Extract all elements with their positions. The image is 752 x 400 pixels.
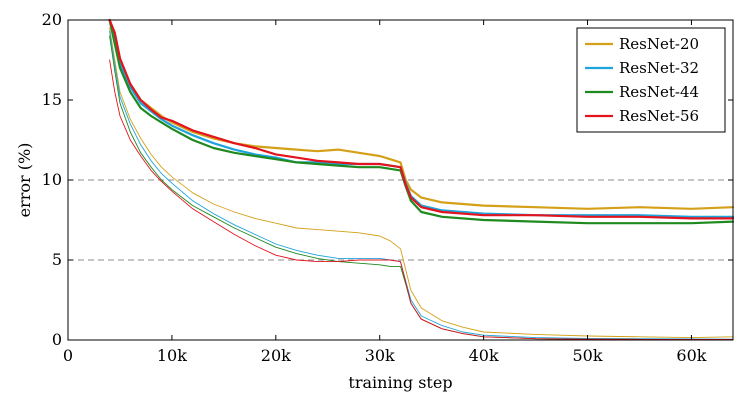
legend-box — [576, 27, 726, 133]
y-tick-label: 15 — [42, 90, 62, 109]
y-tick-label: 0 — [52, 330, 62, 349]
series-line-4-thin — [109, 27, 734, 339]
legend-label: ResNet-44 — [619, 83, 699, 101]
reference-lines — [68, 179, 733, 261]
x-tick-label: 10k — [157, 346, 187, 365]
x-axis-label: training step — [348, 373, 452, 392]
x-tick-label: 60k — [676, 346, 706, 365]
legend-label: ResNet-32 — [619, 59, 699, 77]
x-tick-label: 40k — [469, 346, 499, 365]
series-line-2-thick — [108, 18, 735, 225]
legend: ResNet-20 ResNet-32 ResNet-44 ResNet-56 — [576, 27, 726, 133]
series-line-1-thick — [108, 18, 735, 218]
legend-label: ResNet-56 — [619, 107, 699, 125]
x-tick-label: 30k — [365, 346, 395, 365]
y-axis-label: error (%) — [15, 143, 34, 218]
y-tick-label: 10 — [42, 170, 62, 189]
series-line-3-thick — [108, 18, 735, 220]
y-tick-label: 20 — [42, 10, 62, 29]
x-tick-label: 50k — [573, 346, 603, 365]
axis-ticks: 0 10k 20k 30k 40k 50k 60k 0 5 10 15 20 — [42, 10, 733, 365]
plot-series — [108, 18, 735, 340]
y-tick-label: 5 — [52, 250, 62, 269]
x-tick-label: 0 — [63, 346, 73, 365]
legend-label: ResNet-20 — [619, 35, 699, 53]
x-tick-label: 20k — [261, 346, 291, 365]
